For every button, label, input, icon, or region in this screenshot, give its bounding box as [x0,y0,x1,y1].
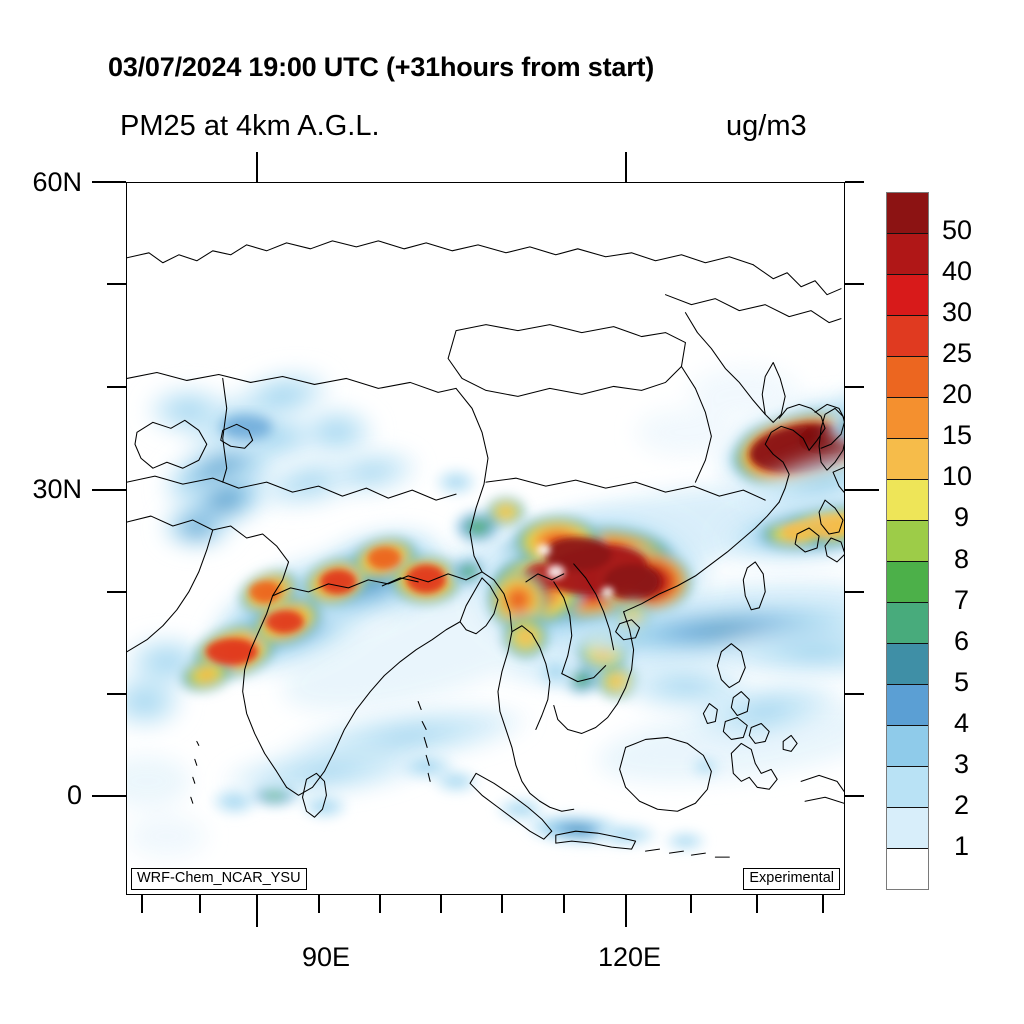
colorbar-band-12 [887,685,928,726]
x-major-tick-120e [625,895,627,927]
y-right-tick-0 [845,795,864,797]
colorbar-band-4 [887,357,928,398]
colorbar-band-8 [887,521,928,562]
y-minor-tick-40n [107,386,126,388]
colorbar-label-50: 50 [942,215,973,246]
map-panel[interactable]: WRF-Chem_NCAR_YSU Experimental [126,182,845,895]
colorbar-label-5: 5 [954,666,970,697]
y-tick-label-0: 0 [66,780,82,810]
colorbar-label-30: 30 [942,297,973,328]
colorbar[interactable] [886,192,929,890]
x-minor-tick-9 [756,895,758,913]
model-label: WRF-Chem_NCAR_YSU [131,867,307,890]
x-minor-tick-10 [822,895,824,913]
colorbar-band-1 [887,234,928,275]
y-right-tick-40n [845,386,864,388]
colorbar-band-15 [887,808,928,849]
x-minor-tick-6 [501,895,503,913]
y-right-tick-10n [845,693,864,695]
y-right-tick-50n [845,283,864,285]
colorbar-label-4: 4 [954,707,970,738]
colorbar-band-9 [887,562,928,603]
y-minor-tick-20n [107,591,126,593]
colorbar-band-0 [887,193,928,234]
colorbar-label-25: 25 [942,338,973,369]
colorbar-band-14 [887,767,928,808]
colorbar-label-2: 2 [954,789,970,820]
x-minor-tick-3 [318,895,320,913]
colorbar-label-15: 15 [942,420,973,451]
y-tick-label-60n: 60N [32,167,82,197]
colorbar-label-8: 8 [954,543,970,574]
x-minor-tick-5 [440,895,442,913]
y-right-tick-20n [845,591,864,593]
colorbar-label-40: 40 [942,256,973,287]
colorbar-band-7 [887,480,928,521]
colorbar-band-3 [887,316,928,357]
colorbar-label-1: 1 [954,830,970,861]
colorbar-label-10: 10 [942,461,973,492]
y-minor-tick-50n [107,283,126,285]
variable-title: PM25 at 4km A.G.L. [120,110,380,142]
y-right-tick-30n [845,489,879,491]
x-minor-tick-1 [141,895,143,913]
x-top-tick-120e [625,152,627,182]
y-major-tick-60n [92,181,126,183]
x-minor-tick-7 [563,895,565,913]
colorbar-band-13 [887,726,928,767]
x-tick-label-90e: 90E [302,942,351,972]
y-right-tick-60n [845,181,864,183]
colorbar-label-7: 7 [954,584,970,615]
colorbar-label-6: 6 [954,625,970,656]
concentration-field [127,364,844,859]
x-minor-tick-8 [690,895,692,913]
x-major-tick-90e [256,895,258,927]
coastline-overlay [127,240,844,858]
y-major-tick-0 [92,795,126,797]
x-minor-tick-4 [379,895,381,913]
colorbar-label-20: 20 [942,379,973,410]
colorbar-band-10 [887,603,928,644]
colorbar-band-5 [887,398,928,439]
units-label: ug/m3 [726,110,807,142]
colorbar-label-9: 9 [954,502,970,533]
page-title: 03/07/2024 19:00 UTC (+31hours from star… [108,52,655,82]
x-tick-label-120e: 120E [598,942,662,972]
x-top-tick-90e [256,152,258,182]
colorbar-band-11 [887,644,928,685]
status-badge: Experimental [743,867,840,890]
colorbar-band-16 [887,849,928,889]
y-major-tick-30n [92,489,126,491]
y-minor-tick-10n [107,693,126,695]
y-tick-label-30n: 30N [32,474,82,504]
colorbar-band-2 [887,275,928,316]
x-minor-tick-2 [199,895,201,913]
colorbar-label-3: 3 [954,748,970,779]
pm25-concentration-map [127,183,844,894]
colorbar-band-6 [887,439,928,480]
